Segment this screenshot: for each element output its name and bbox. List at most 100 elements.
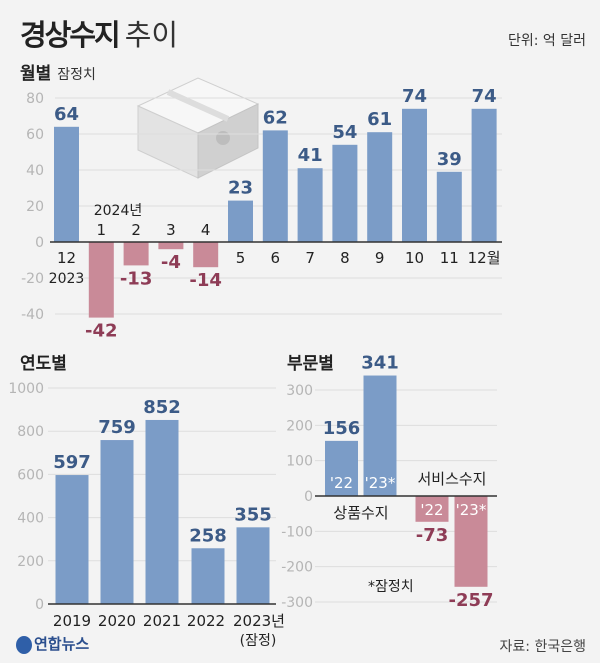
monthly-title-row: 월별 잠정치: [20, 59, 96, 84]
x-tick-label: 3: [166, 221, 176, 239]
bar-month-4: [193, 242, 219, 268]
bar-year-label: '23*: [365, 474, 396, 492]
bar-year-0: [55, 475, 89, 604]
data-label: 62: [263, 107, 288, 128]
y-tick-label: 300: [286, 383, 313, 399]
y-tick-label: 200: [286, 418, 313, 434]
data-label: -14: [189, 270, 222, 291]
x-tick-note: (잠정): [240, 633, 277, 649]
data-label: -73: [416, 525, 449, 546]
bar-sector-1-0: [415, 496, 449, 522]
y-tick-label: 0: [304, 489, 313, 505]
data-label: 61: [367, 109, 392, 130]
data-label: 759: [98, 417, 136, 438]
x-tick-label: 7: [305, 249, 315, 267]
data-label: 852: [143, 397, 181, 418]
x-tick-label: 6: [271, 249, 281, 267]
bar-year-3: [191, 548, 225, 604]
group-label-goods: 상품수지: [333, 504, 388, 522]
y-tick-label: 100: [286, 454, 313, 470]
data-label: 23: [228, 178, 253, 199]
y-tick-label: -200: [281, 560, 313, 576]
monthly-subtitle: 잠정치: [57, 67, 96, 83]
data-label: 64: [54, 104, 79, 125]
data-label: -4: [161, 252, 181, 273]
data-label: 341: [361, 353, 399, 374]
x-tick-label: 2022: [187, 612, 225, 630]
logo-text: 연합뉴스: [34, 635, 90, 653]
bar-month-7: [297, 168, 323, 242]
year-label-2023: 2023: [49, 271, 85, 287]
bar-month-12: [471, 108, 497, 242]
source-label: 자료: 한국은행: [499, 639, 586, 655]
data-label: 74: [472, 86, 497, 107]
y-tick-label: 20: [26, 199, 44, 215]
bar-year-1: [100, 440, 134, 604]
x-tick-label: 2020: [98, 612, 136, 630]
x-tick-label: 9: [375, 249, 385, 267]
bar-month-8: [332, 144, 358, 242]
x-tick-label: 11: [440, 249, 459, 267]
x-tick-label: 2019: [53, 612, 91, 630]
bar-month-0: [54, 126, 79, 242]
data-label: 258: [189, 525, 227, 546]
data-label: 597: [53, 452, 91, 473]
y-tick-label: 40: [26, 163, 44, 179]
bar-year-4: [236, 527, 270, 604]
x-tick-label: 10: [405, 249, 424, 267]
title-bold: 경상수지: [20, 18, 121, 52]
bar-month-6: [262, 130, 288, 242]
data-label: -13: [120, 268, 153, 289]
data-label: 41: [298, 145, 323, 166]
data-label: 74: [402, 86, 427, 107]
y-tick-label: 200: [17, 554, 44, 570]
year-label-2024: 2024년: [94, 203, 143, 219]
data-label: -42: [85, 321, 118, 342]
bar-sector-0-0: [325, 440, 358, 496]
unit-label: 단위: 억 달러: [507, 33, 586, 49]
bar-month-3: [158, 242, 184, 250]
y-tick-label: -40: [21, 307, 44, 323]
data-label: 54: [332, 122, 357, 143]
y-tick-label: 1000: [8, 381, 44, 397]
bar-month-1: [88, 242, 114, 318]
x-tick-label: 8: [340, 249, 350, 267]
monthly-title: 월별: [20, 64, 52, 84]
bar-month-5: [228, 200, 253, 242]
bar-month-10: [402, 108, 427, 242]
x-tick-label: 2: [131, 221, 141, 239]
sector-title: 부문별: [287, 354, 334, 374]
y-tick-label: 400: [17, 511, 44, 527]
y-tick-label: -300: [281, 595, 313, 611]
bar-month-11: [436, 171, 462, 242]
x-tick-label: 12: [57, 249, 76, 267]
y-tick-label: 800: [17, 424, 44, 440]
y-tick-label: 80: [26, 91, 44, 107]
bar-year-label: '22: [420, 501, 443, 519]
data-label: 39: [437, 149, 462, 170]
x-tick-label: 4: [201, 221, 211, 239]
x-tick-label: 1: [97, 221, 107, 239]
y-tick-label: 60: [26, 127, 44, 143]
bar-sector-0-1: [363, 375, 397, 496]
data-label: -257: [448, 590, 493, 611]
bar-sector-1-1: [454, 496, 488, 587]
y-tick-label: -20: [21, 271, 44, 287]
y-tick-label: 600: [17, 467, 44, 483]
x-tick-label: 2021: [143, 612, 181, 630]
group-label-services: 서비스수지: [417, 470, 486, 488]
bar-month-2: [123, 242, 149, 266]
title-light: 추이: [124, 18, 179, 52]
yearly-title: 연도별: [20, 354, 67, 374]
x-tick-label: 12월: [468, 249, 501, 267]
x-tick-label: 5: [236, 249, 246, 267]
bar-month-9: [367, 132, 393, 242]
yonhap-logo: 연합뉴스: [16, 633, 89, 654]
bar-year-label: '23*: [456, 501, 487, 519]
bar-year-label: '22: [330, 474, 353, 492]
y-tick-label: 0: [35, 597, 44, 613]
logo-icon: [16, 635, 32, 654]
x-tick-label: 2023년: [233, 612, 285, 630]
provisional-note: *잠정치: [368, 579, 414, 595]
data-label: 355: [234, 504, 272, 525]
